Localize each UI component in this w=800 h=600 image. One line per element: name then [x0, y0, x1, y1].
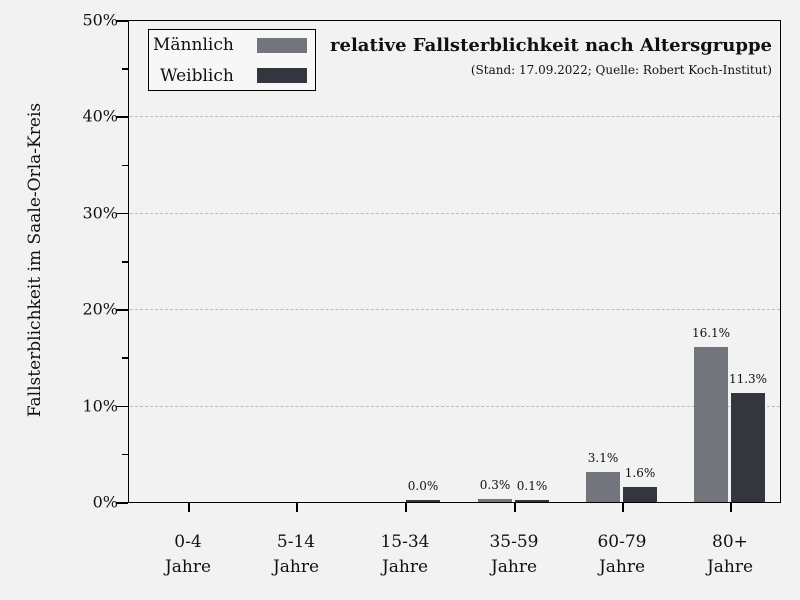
x-tick: [296, 502, 298, 512]
y-minor-tick: [122, 453, 128, 456]
x-tick: [730, 502, 732, 512]
x-tick-label: 35-59 Jahre: [489, 532, 539, 577]
x-tick: [514, 502, 516, 512]
legend-swatch-female: [257, 68, 307, 83]
y-minor-tick: [122, 261, 128, 263]
bar-male: [586, 472, 620, 502]
x-tick-label: 0-4 Jahre: [164, 532, 212, 577]
y-tick: [116, 502, 128, 504]
x-tick: [188, 502, 190, 512]
y-tick-label: 20%: [82, 299, 118, 319]
y-axis-label: Fallsterblichkeit im Saale-Orla-Kreis: [25, 102, 45, 418]
x-tick: [405, 502, 407, 512]
value-label: 1.6%: [624, 465, 656, 480]
legend-swatch-male: [257, 38, 307, 53]
chart-title: relative Fallsterblichkeit nach Altersgr…: [330, 35, 772, 56]
bar-female: [406, 500, 440, 502]
gridline: [130, 116, 780, 118]
y-minor-tick: [122, 68, 128, 70]
y-tick: [116, 309, 128, 311]
value-label: 0.1%: [516, 479, 548, 493]
x-tick-label: 5-14 Jahre: [272, 532, 320, 577]
y-tick: [116, 212, 128, 215]
x-tick: [622, 502, 624, 512]
value-label: 11.3%: [728, 372, 768, 387]
y-tick: [116, 20, 128, 22]
legend: Männlich Weiblich: [148, 29, 316, 91]
y-minor-tick: [122, 164, 128, 167]
value-label: 3.1%: [587, 451, 619, 466]
y-tick: [116, 405, 128, 408]
bar-male: [478, 499, 512, 502]
bar-female: [515, 500, 549, 502]
gridline: [130, 309, 780, 311]
gridline: [130, 212, 780, 214]
y-tick-label: 0%: [92, 492, 118, 512]
value-label: 0.0%: [407, 479, 439, 493]
x-tick-label: 80+ Jahre: [706, 532, 754, 577]
value-label: 0.3%: [479, 478, 511, 493]
x-tick-label: 15-34 Jahre: [380, 532, 430, 577]
bar-male: [694, 346, 728, 502]
bar-female: [623, 486, 657, 502]
y-tick-label: 40%: [82, 106, 118, 126]
y-tick-label: 10%: [82, 396, 118, 416]
value-label: 16.1%: [691, 325, 731, 340]
bar-female: [731, 393, 765, 502]
y-tick: [116, 116, 128, 118]
legend-label-male: Männlich: [153, 35, 234, 55]
chart-subtitle: (Stand: 17.09.2022; Quelle: Robert Koch-…: [470, 63, 772, 77]
gridline: [130, 405, 780, 407]
x-tick-label: 60-79 Jahre: [597, 532, 647, 577]
plot-area: [128, 20, 781, 503]
legend-label-female: Weiblich: [160, 66, 234, 86]
y-tick-label: 50%: [82, 10, 118, 30]
y-tick-label: 30%: [82, 203, 118, 223]
y-minor-tick: [122, 357, 128, 359]
